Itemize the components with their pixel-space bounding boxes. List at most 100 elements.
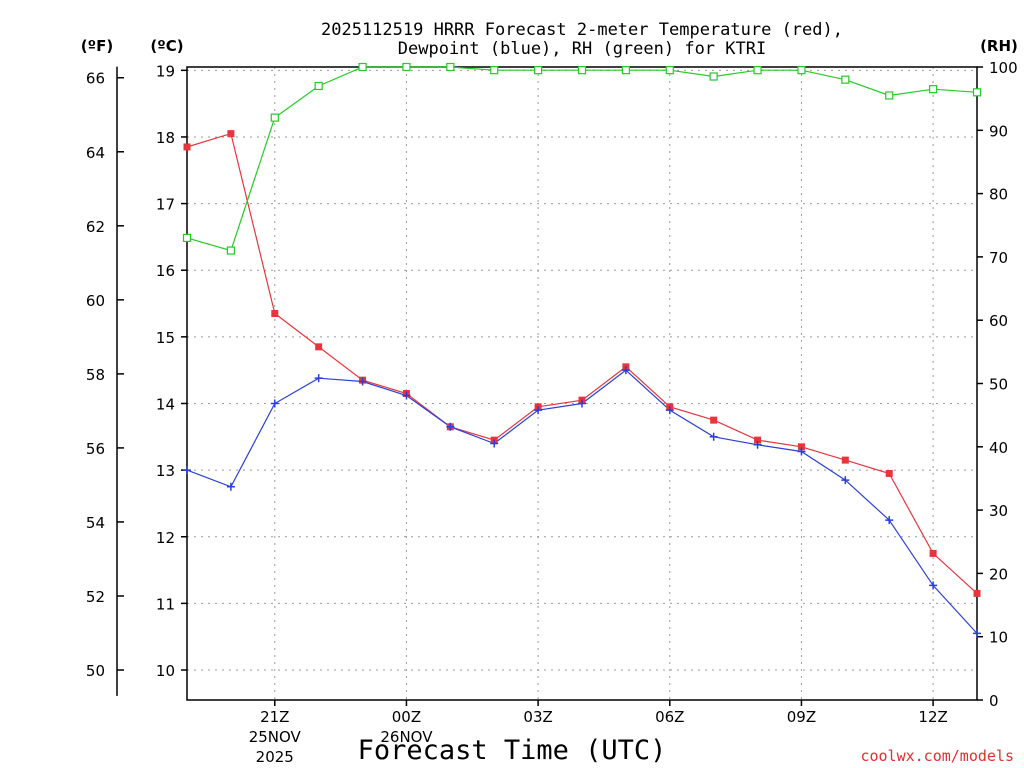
site-credit: coolwx.com/models bbox=[860, 747, 1014, 765]
series-lines bbox=[186, 66, 978, 634]
f-tick-label-66: 66 bbox=[86, 70, 105, 88]
dewpoint-point-11 bbox=[665, 406, 674, 415]
temperature-point-12 bbox=[710, 416, 718, 424]
temperature-point-14 bbox=[797, 443, 805, 451]
rh-point-17 bbox=[929, 85, 938, 94]
dewpoint-point-12 bbox=[709, 432, 718, 441]
f-tick-label-64: 64 bbox=[86, 144, 105, 162]
x-tick-label-06Z: 06Z bbox=[655, 708, 684, 726]
rh-point-14 bbox=[797, 66, 806, 75]
x-tick-date-00Z: 26NOV bbox=[380, 728, 433, 746]
rh-tick-label-70: 70 bbox=[989, 249, 1008, 267]
rh-axis-label: (RH) bbox=[980, 37, 1018, 55]
c-tick-label-17: 17 bbox=[156, 196, 175, 214]
plot-frame bbox=[186, 66, 978, 701]
temperature-point-1 bbox=[227, 130, 235, 138]
rh-point-13 bbox=[753, 66, 762, 75]
dewpoint-point-2 bbox=[270, 399, 279, 408]
chart-title-line1: 2025112519 HRRR Forecast 2-meter Tempera… bbox=[321, 20, 843, 40]
rh-point-7 bbox=[490, 66, 499, 75]
x-tick-label-00Z: 00Z bbox=[392, 708, 421, 726]
c-tick-label-15: 15 bbox=[156, 329, 175, 347]
rh-point-4 bbox=[358, 62, 367, 72]
x-tick-label-21Z: 21Z bbox=[260, 708, 289, 726]
rh-tick-label-20: 20 bbox=[989, 565, 1008, 583]
dewpoint-point-5 bbox=[402, 391, 411, 400]
dewpoint-point-8 bbox=[534, 406, 543, 415]
c-tick-label-10: 10 bbox=[156, 662, 175, 680]
temperature-point-13 bbox=[754, 436, 762, 444]
celsius-axis-label: (ºC) bbox=[150, 37, 183, 55]
rh-point-5 bbox=[402, 62, 411, 72]
dewpoint-point-14 bbox=[797, 447, 806, 456]
temperature-point-16 bbox=[885, 469, 893, 477]
rh-tick-label-40: 40 bbox=[989, 439, 1008, 457]
rh-point-6 bbox=[446, 62, 455, 72]
rh-tick-label-10: 10 bbox=[989, 629, 1008, 647]
dewpoint-point-16 bbox=[885, 516, 894, 525]
dewpoint-line bbox=[186, 369, 978, 634]
rh-point-10 bbox=[621, 66, 630, 75]
dewpoint-point-18 bbox=[973, 629, 981, 638]
temperature-point-3 bbox=[315, 343, 323, 351]
rh-line bbox=[186, 66, 978, 252]
rh-tick-label-60: 60 bbox=[989, 312, 1008, 330]
c-tick-label-13: 13 bbox=[156, 462, 175, 480]
c-tick-label-14: 14 bbox=[156, 395, 175, 413]
x-axis-title: Forecast Time (UTC) bbox=[358, 735, 667, 766]
temperature-point-2 bbox=[271, 310, 279, 318]
f-tick-label-52: 52 bbox=[86, 588, 105, 606]
c-tick-label-18: 18 bbox=[156, 129, 175, 147]
rh-point-1 bbox=[226, 246, 235, 255]
rh-tick-label-0: 0 bbox=[989, 692, 999, 710]
c-tick-label-12: 12 bbox=[156, 529, 175, 547]
f-tick-label-62: 62 bbox=[86, 218, 105, 236]
rh-tick-label-80: 80 bbox=[989, 186, 1008, 204]
c-tick-label-11: 11 bbox=[156, 595, 175, 613]
axes bbox=[116, 66, 983, 706]
rh-tick-label-30: 30 bbox=[989, 502, 1008, 520]
fahrenheit-axis-label: (ºF) bbox=[81, 37, 113, 55]
rh-point-9 bbox=[577, 66, 587, 75]
chart-title-line2: Dewpoint (blue), RH (green) for KTRI bbox=[398, 39, 766, 59]
x-tick-year-21Z: 2025 bbox=[256, 748, 294, 766]
dewpoint-point-0 bbox=[183, 466, 191, 475]
rh-point-0 bbox=[182, 233, 192, 243]
rh-tick-label-90: 90 bbox=[989, 122, 1008, 140]
f-tick-label-54: 54 bbox=[86, 514, 105, 532]
dewpoint-point-10 bbox=[621, 366, 630, 375]
dewpoint-point-17 bbox=[929, 581, 938, 590]
f-tick-label-60: 60 bbox=[86, 292, 105, 310]
rh-point-2 bbox=[270, 113, 279, 122]
temperature-line bbox=[186, 132, 978, 594]
x-tick-label-03Z: 03Z bbox=[523, 708, 552, 726]
c-tick-label-19: 19 bbox=[156, 62, 175, 80]
dewpoint-point-15 bbox=[841, 476, 850, 485]
rh-point-18 bbox=[972, 88, 982, 97]
temperature-point-0 bbox=[183, 143, 191, 151]
temperature-point-17 bbox=[929, 549, 937, 557]
temperature-point-18 bbox=[973, 589, 981, 597]
c-tick-label-16: 16 bbox=[156, 262, 175, 280]
dewpoint-point-3 bbox=[314, 374, 323, 383]
rh-point-16 bbox=[885, 91, 894, 100]
rh-point-12 bbox=[709, 72, 718, 81]
dewpoint-point-1 bbox=[226, 482, 235, 491]
dewpoint-point-4 bbox=[358, 377, 367, 386]
rh-point-11 bbox=[665, 66, 674, 75]
dewpoint-point-7 bbox=[490, 439, 499, 448]
series-markers bbox=[182, 62, 982, 638]
f-tick-label-56: 56 bbox=[86, 440, 105, 458]
dewpoint-point-6 bbox=[446, 422, 455, 431]
rh-point-15 bbox=[841, 75, 850, 84]
tick-labels: 50 52 54 56 58 60 62 64 66 10 11 12 13 14 15 16 17 18 19 0 1… bbox=[86, 59, 1018, 766]
dewpoint-point-9 bbox=[578, 399, 586, 408]
f-tick-label-50: 50 bbox=[86, 662, 105, 680]
rh-tick-label-100: 100 bbox=[989, 59, 1018, 77]
rh-tick-label-50: 50 bbox=[989, 376, 1008, 394]
dewpoint-point-13 bbox=[753, 440, 762, 449]
gridlines bbox=[187, 67, 977, 700]
x-tick-label-12Z: 12Z bbox=[918, 708, 947, 726]
x-tick-label-09Z: 09Z bbox=[787, 708, 816, 726]
